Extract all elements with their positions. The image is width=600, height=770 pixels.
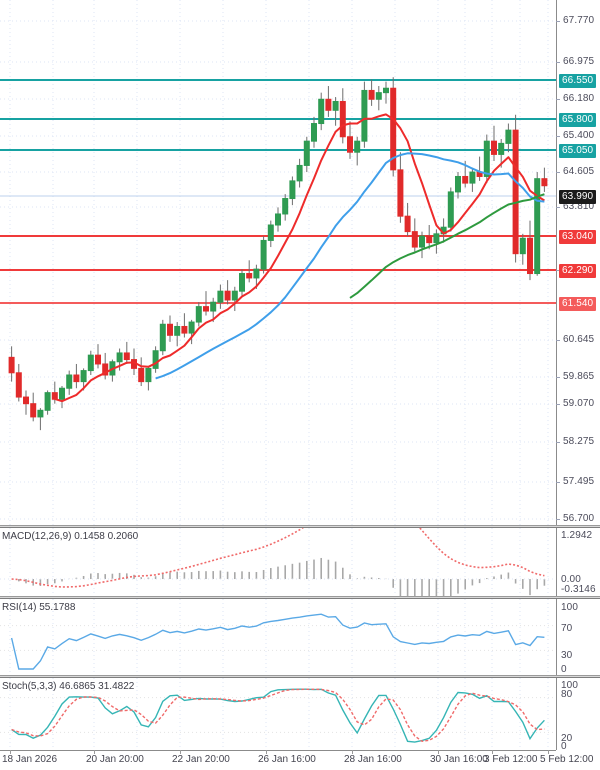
time-tick-label: 22 Jan 20:00 [172, 754, 230, 765]
level-badge-resistance[interactable]: 65.800 [559, 113, 597, 127]
time-tick-mark [266, 750, 267, 754]
price-tick-label: 57.495 [563, 476, 595, 487]
price-axis-line [556, 0, 557, 525]
time-tick-mark [492, 750, 493, 754]
time-axis-line [0, 750, 556, 751]
price-tick-mark [556, 207, 560, 208]
price-axis[interactable]: 67.770 66.975 66.180 65.400 64.605 63.810 62.2… [556, 0, 600, 525]
time-tick-label: 3 Feb 12:00 [484, 754, 538, 765]
level-badge-support[interactable]: 61.540 [559, 297, 597, 311]
time-axis[interactable]: 18 Jan 2026 20 Jan 20:00 22 Jan 20:00 26 Ja… [0, 750, 600, 770]
level-badge-resistance[interactable]: 66.550 [559, 74, 597, 88]
price-tick-mark [556, 377, 560, 378]
rsi-svg [0, 599, 556, 675]
price-tick-label: 63.810 [563, 201, 595, 212]
price-svg [0, 0, 556, 525]
stoch-tick-20: 20 [561, 733, 573, 744]
time-tick-mark [438, 750, 439, 754]
time-tick-label: 18 Jan 2026 [2, 754, 58, 765]
stoch-tick-0: 0 [561, 741, 567, 752]
ma-line-1 [155, 152, 545, 380]
price-tick-label: 64.605 [563, 166, 595, 177]
macd-signal-line [11, 528, 545, 588]
macd-tick-zero: 0.00 [561, 574, 581, 585]
price-tick-label: 58.275 [563, 436, 595, 447]
price-tick-mark [556, 270, 560, 271]
macd-label: MACD(12,26,9) 0.1458 0.2060 [2, 531, 139, 542]
price-tick-label: 65.400 [563, 130, 595, 141]
price-tick-label: 59.865 [563, 371, 595, 382]
time-tick-mark [94, 750, 95, 754]
rsi-panel: RSI(14) 55.1788 100 70 30 0 [0, 599, 600, 675]
stoch-tick-80: 80 [561, 689, 573, 700]
rsi-plot[interactable] [0, 599, 556, 675]
price-tick-label: 66.975 [563, 56, 595, 67]
panel-separator-stoch [0, 675, 600, 678]
time-tick-label: 28 Jan 16:00 [344, 754, 402, 765]
price-tick-mark [556, 62, 560, 63]
stoch-svg [0, 678, 556, 750]
price-tick-label: 60.645 [563, 334, 595, 345]
stoch-panel: Stoch(5,3,3) 46.6865 31.4822 100 80 20 0 [0, 678, 600, 752]
macd-tick-top: 1.2942 [561, 530, 593, 541]
price-panel: 67.770 66.975 66.180 65.400 64.605 63.810 62.2… [0, 0, 600, 525]
price-tick-mark [556, 404, 560, 405]
price-tick-mark [556, 482, 560, 483]
time-tick-label: 5 Feb 12:00 [540, 754, 594, 765]
candlestick-series [8, 77, 548, 431]
price-tick-mark [556, 519, 560, 520]
time-tick-label: 20 Jan 20:00 [86, 754, 144, 765]
price-tick-label: 67.770 [563, 15, 595, 26]
price-tick-label: 59.070 [563, 398, 595, 409]
macd-panel: MACD(12,26,9) 0.1458 0.2060 1.2942 0.00 … [0, 528, 600, 596]
panel-separator-macd [0, 525, 600, 528]
ma-line-2 [349, 193, 545, 299]
time-tick-label: 26 Jan 16:00 [258, 754, 316, 765]
rsi-tick-30: 30 [561, 650, 573, 661]
rsi-axis[interactable]: 100 70 30 0 [556, 599, 600, 675]
price-tick-mark [556, 21, 560, 22]
rsi-tick-0: 0 [561, 664, 567, 675]
rsi-tick-70: 70 [561, 623, 573, 634]
macd-tick-bottom: -0.3146 [561, 584, 596, 595]
price-tick-label: 66.180 [563, 93, 595, 104]
ma-line-0 [54, 113, 545, 403]
macd-axis[interactable]: 1.2942 0.00 -0.3146 [556, 528, 600, 596]
time-tick-label: 30 Jan 16:00 [430, 754, 488, 765]
time-tick-mark [548, 750, 549, 754]
stoch-label: Stoch(5,3,3) 46.6865 31.4822 [2, 681, 135, 692]
stoch-axis-line [556, 678, 557, 750]
current-price-badge[interactable]: 63.990 [559, 190, 597, 204]
price-tick-label: 56.700 [563, 513, 595, 524]
price-tick-mark [556, 340, 560, 341]
price-plot[interactable] [0, 0, 556, 525]
rsi-tick-100: 100 [561, 602, 578, 613]
rsi-label: RSI(14) 55.1788 [2, 602, 76, 613]
rsi-axis-line [556, 599, 557, 675]
time-tick-mark [10, 750, 11, 754]
price-tick-mark [556, 172, 560, 173]
stoch-d-line [11, 688, 545, 743]
macd-axis-line [556, 528, 557, 596]
stoch-k-line [11, 688, 545, 743]
macd-svg [0, 528, 556, 596]
macd-plot[interactable] [0, 528, 556, 596]
level-badge-support[interactable]: 62.290 [559, 264, 597, 278]
panel-separator-rsi [0, 596, 600, 599]
level-badge-support[interactable]: 63.040 [559, 230, 597, 244]
rsi-line [10, 613, 545, 670]
stoch-tick-100: 100 [561, 680, 578, 691]
stoch-plot[interactable] [0, 678, 556, 750]
price-tick-mark [556, 442, 560, 443]
price-tick-mark [556, 99, 560, 100]
stoch-axis[interactable]: 100 80 20 0 [556, 678, 600, 752]
price-tick-mark [556, 136, 560, 137]
level-badge-resistance[interactable]: 65.050 [559, 144, 597, 158]
time-tick-mark [352, 750, 353, 754]
time-tick-mark [180, 750, 181, 754]
